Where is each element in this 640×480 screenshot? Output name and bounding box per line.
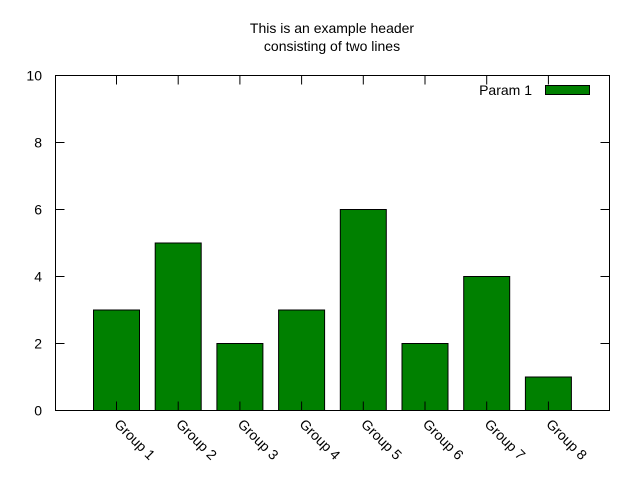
x-tick-label: Group 6: [420, 416, 467, 463]
x-tick-label: Group 4: [296, 416, 343, 463]
bar: [339, 209, 387, 411]
plot-frame: [55, 75, 610, 411]
legend: Param 1: [479, 82, 590, 98]
chart-title-line-1: This is an example header: [250, 20, 415, 36]
chart-title-line-2: consisting of two lines: [264, 38, 400, 54]
legend-label: Param 1: [479, 82, 532, 98]
x-tick-label: Group 7: [482, 416, 529, 463]
y-tick-label: 0: [34, 403, 42, 419]
y-tick-label: 4: [34, 269, 42, 285]
y-tick-label: 2: [34, 336, 42, 352]
y-tick-label: 10: [26, 68, 42, 84]
bar: [216, 343, 264, 411]
bar: [154, 242, 202, 411]
bar-series: [93, 209, 572, 411]
y-tick-label: 6: [34, 202, 42, 218]
x-tick-label: Group 2: [173, 416, 220, 463]
y-tick-label: 8: [34, 135, 42, 151]
bar: [93, 309, 140, 411]
bar: [278, 309, 326, 411]
bar: [401, 343, 449, 411]
x-tick-label: Group 3: [235, 416, 282, 463]
x-tick-label: Group 5: [358, 416, 405, 463]
x-tick-label: Group 8: [543, 416, 590, 463]
x-tick-label: Group 1: [111, 416, 158, 463]
bar: [463, 276, 511, 411]
legend-swatch: [545, 85, 590, 95]
